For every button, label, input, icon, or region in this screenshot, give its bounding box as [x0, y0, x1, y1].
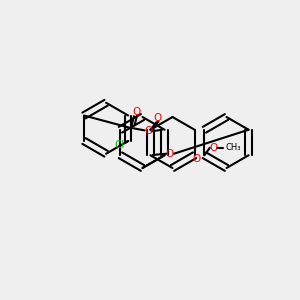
Text: O: O: [154, 113, 162, 123]
Text: O: O: [144, 126, 152, 136]
Text: O: O: [192, 154, 200, 164]
Text: O: O: [166, 149, 174, 159]
Text: O: O: [132, 107, 140, 117]
Text: O: O: [209, 143, 217, 153]
Text: CH₃: CH₃: [225, 142, 241, 152]
Text: Cl: Cl: [114, 140, 124, 151]
